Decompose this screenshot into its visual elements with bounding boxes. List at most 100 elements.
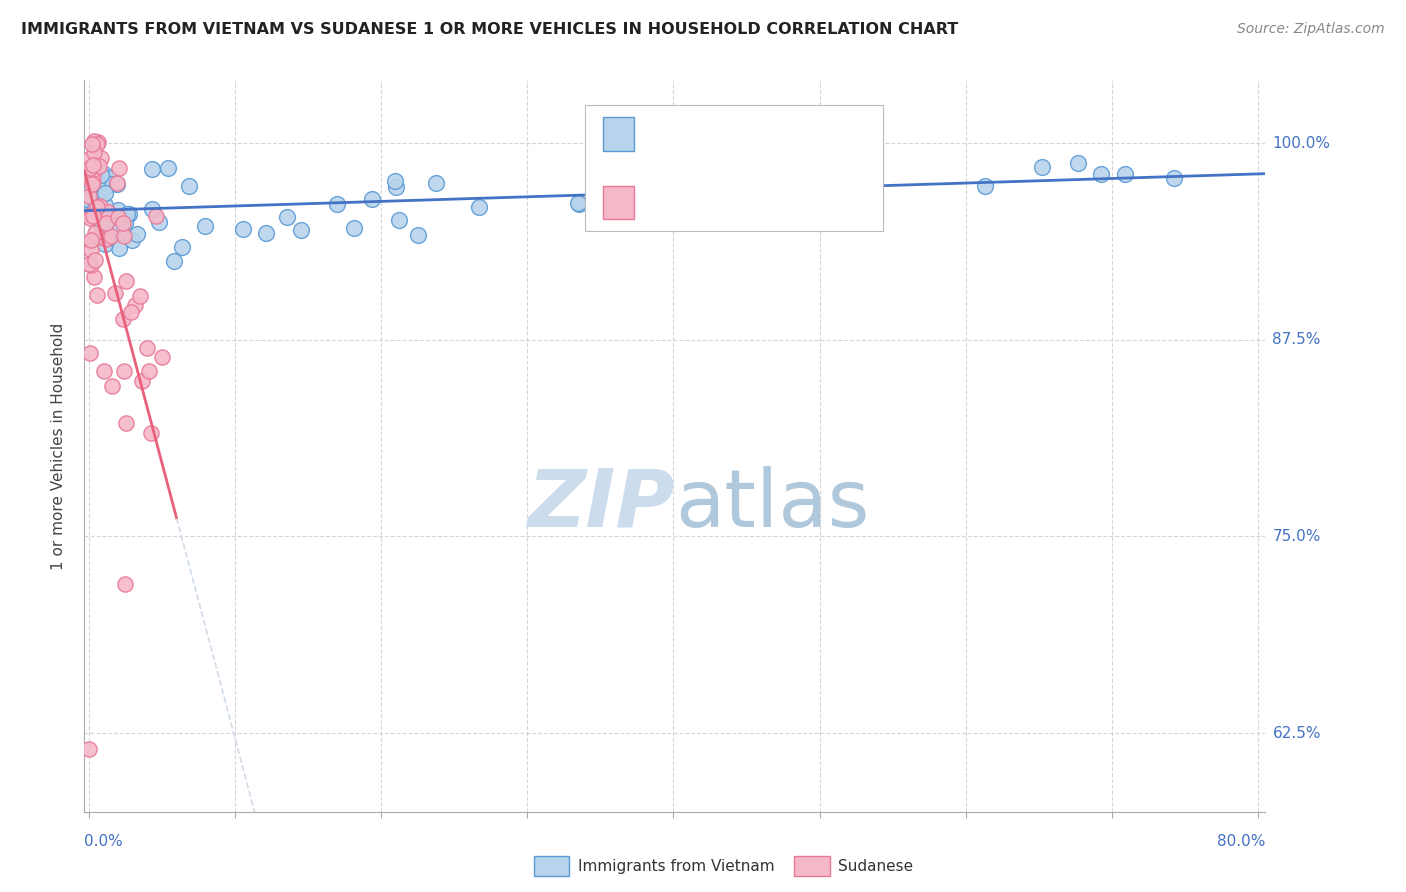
Point [83, 161, 105, 176]
Point [111, 311, 134, 326]
Point [112, 228, 135, 243]
Point [141, 202, 163, 216]
Point [645, 190, 668, 204]
Point [97, 230, 120, 244]
Point [84, 185, 107, 199]
Point [83, 202, 105, 216]
Point [837, 168, 859, 182]
Point [82, 172, 104, 186]
Point [96, 207, 118, 221]
Point [80, 182, 103, 196]
Point [93, 167, 115, 181]
Point [326, 196, 349, 211]
Point [179, 179, 201, 194]
Text: Immigrants from Vietnam: Immigrants from Vietnam [578, 859, 775, 873]
Y-axis label: 1 or more Vehicles in Household: 1 or more Vehicles in Household [51, 322, 66, 570]
Point [107, 202, 129, 217]
Point [93, 364, 115, 378]
Point [121, 305, 143, 319]
Text: N =: N = [748, 125, 787, 143]
Point [79, 171, 101, 186]
Point [82, 177, 104, 191]
Point [107, 241, 129, 255]
Point [86, 176, 108, 190]
Point [385, 180, 408, 194]
Point [87, 204, 110, 219]
Point [1114, 168, 1136, 182]
Point [87, 159, 110, 173]
Point [138, 364, 160, 378]
Point [406, 228, 429, 243]
Point [86, 288, 108, 302]
Point [93, 198, 115, 212]
Point [112, 364, 135, 378]
Text: IMMIGRANTS FROM VIETNAM VS SUDANESE 1 OR MORE VEHICLES IN HOUSEHOLD CORRELATION : IMMIGRANTS FROM VIETNAM VS SUDANESE 1 OR… [21, 22, 959, 37]
Point [83, 134, 105, 148]
Point [276, 210, 298, 224]
Point [83, 145, 105, 160]
Point [156, 161, 179, 175]
Point [98, 206, 121, 220]
Point [79, 346, 101, 360]
Text: 65: 65 [779, 194, 804, 211]
Point [96, 232, 118, 246]
Point [90, 151, 112, 165]
Point [105, 177, 128, 191]
Point [101, 222, 124, 236]
Point [163, 254, 186, 268]
Point [86, 184, 108, 198]
Point [170, 240, 193, 254]
Text: R =: R = [641, 125, 679, 143]
Point [124, 297, 146, 311]
Text: 73: 73 [779, 125, 804, 143]
Text: Source: ZipAtlas.com: Source: ZipAtlas.com [1237, 22, 1385, 37]
Point [104, 285, 127, 300]
Point [79, 211, 101, 225]
Point [384, 174, 406, 188]
Point [114, 216, 136, 230]
Point [114, 576, 136, 591]
Point [90, 217, 112, 231]
Point [974, 179, 997, 194]
Text: N =: N = [748, 194, 787, 211]
Point [83, 232, 105, 246]
Point [80, 137, 103, 152]
Point [100, 178, 122, 192]
Point [96, 230, 118, 244]
Point [93, 237, 115, 252]
Point [77, 741, 100, 756]
Point [82, 158, 104, 172]
Point [90, 168, 112, 182]
Point [567, 196, 589, 211]
Text: atlas: atlas [675, 466, 869, 543]
Point [117, 207, 139, 221]
Point [194, 219, 217, 233]
Text: 62.5%: 62.5% [1272, 725, 1320, 740]
Point [111, 216, 134, 230]
Point [139, 426, 162, 441]
Point [79, 189, 101, 203]
Point [343, 220, 366, 235]
Point [115, 417, 138, 431]
Point [82, 207, 104, 221]
Point [254, 226, 277, 240]
Point [129, 289, 152, 303]
Point [82, 174, 104, 188]
Point [94, 214, 117, 228]
Point [388, 212, 411, 227]
Point [84, 163, 107, 178]
Text: ZIP: ZIP [527, 466, 675, 543]
Point [77, 257, 100, 271]
Point [82, 167, 104, 181]
Point [769, 188, 792, 202]
Point [80, 189, 103, 203]
Point [86, 198, 108, 212]
Point [131, 374, 153, 388]
Point [96, 206, 118, 220]
Text: Sudanese: Sudanese [838, 859, 912, 873]
Point [80, 243, 103, 257]
Point [90, 183, 112, 197]
Text: 100.0%: 100.0% [1272, 136, 1330, 151]
Point [86, 200, 108, 214]
Point [125, 227, 148, 242]
